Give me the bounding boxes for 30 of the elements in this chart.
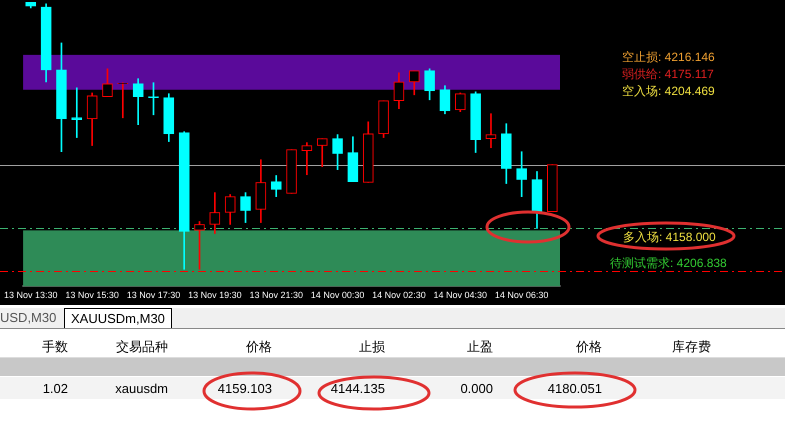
x-tick-label: 13 Nov 15:30 xyxy=(65,290,119,300)
text: 库存费 xyxy=(671,338,711,356)
x-tick-label: 13 Nov 21:30 xyxy=(249,290,303,300)
x-tick-label: 13 Nov 19:30 xyxy=(188,290,242,300)
x-tick-label: 13 Nov 17:30 xyxy=(126,290,180,300)
x-tick-label: 13 Nov 13:30 xyxy=(4,290,58,300)
x-tick-label: 14 Nov 06:30 xyxy=(494,290,548,300)
x-tick-label: 14 Nov 04:30 xyxy=(434,290,488,300)
text: 4159.103 xyxy=(216,381,272,396)
text: 1.02 xyxy=(42,381,68,396)
text: 4144.135 xyxy=(330,381,385,396)
text: USD,M30 xyxy=(0,309,58,327)
text: 空止损: 4216.146 xyxy=(622,49,715,66)
text: 止损 xyxy=(358,338,385,356)
text: 0.000 xyxy=(459,381,493,396)
text: 多入场: 4158.000 xyxy=(623,229,716,246)
text: 手数 xyxy=(41,338,68,356)
candlestick xyxy=(486,113,496,148)
text: 止盈 xyxy=(466,338,493,356)
text: 空入场: 4204.469 xyxy=(622,83,715,100)
text: XAUUSDm,M30 xyxy=(64,308,172,328)
text: 交易品种 xyxy=(115,338,168,356)
text: 待测试需求: 4206.838 xyxy=(610,255,727,272)
text: 4180.051 xyxy=(546,381,602,396)
text: 价格 xyxy=(245,338,272,356)
x-tick-label: 14 Nov 02:30 xyxy=(372,290,426,300)
text: xauusdm xyxy=(114,381,168,396)
text: 价格 xyxy=(575,338,602,356)
x-tick-label: 14 Nov 00:30 xyxy=(310,290,364,300)
text: 弱供给: 4175.117 xyxy=(622,66,714,83)
